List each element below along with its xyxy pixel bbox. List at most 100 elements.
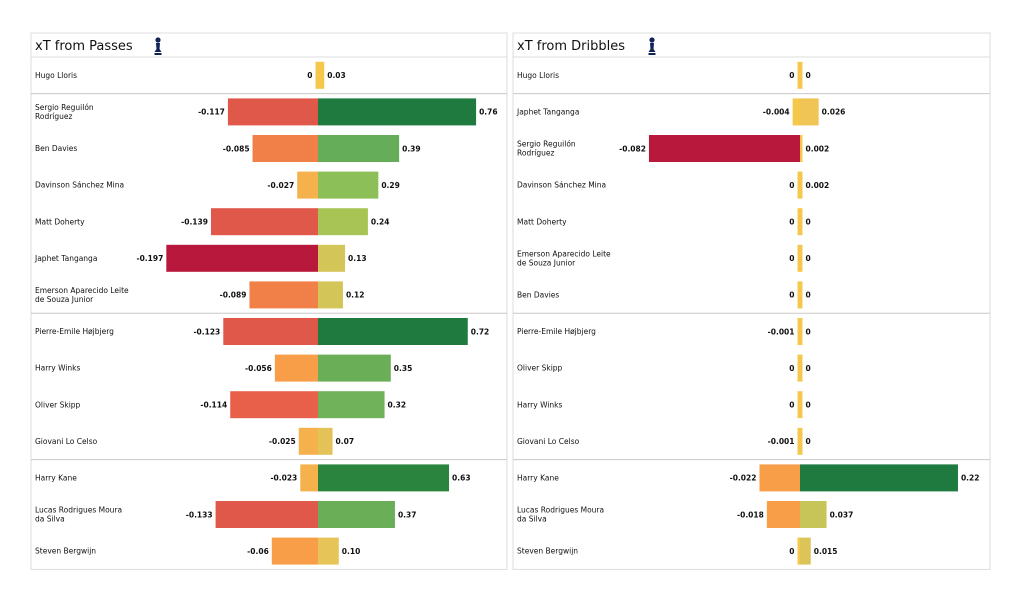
negative-bar (315, 61, 318, 89)
negative-value-label: -0.023 (270, 474, 297, 483)
player-name-line: Steven Bergwijn (35, 547, 96, 556)
negative-value-label: 0 (789, 291, 794, 300)
positive-value-label: 0.37 (398, 510, 417, 519)
crest-cockerel (648, 43, 656, 52)
player-row: Japhet Tanganga -0.197 0.13 (34, 244, 367, 272)
chart-title: xT from Dribbles (517, 39, 625, 54)
player-row: Lucas Rodrigues Moura da Silva -0.018 0.037 (517, 501, 853, 528)
positive-bar (318, 208, 368, 236)
positive-bar (800, 501, 827, 528)
positive-bar (318, 135, 400, 162)
positive-bar (800, 61, 803, 89)
player-name-line: Davinson Sánchez Mina (517, 181, 606, 190)
player-row: Ben Davies 0 0 (517, 281, 811, 309)
negative-value-label: -0.123 (193, 327, 220, 336)
negative-value-label: -0.089 (220, 291, 247, 300)
positive-bar (318, 318, 468, 345)
player-row: Davinson Sánchez Mina -0.027 0.29 (35, 171, 400, 199)
positive-value-label: 0.32 (388, 401, 407, 410)
positive-bar (800, 281, 803, 309)
player-name-line: de Souza Junior (35, 295, 94, 304)
negative-value-label: -0.06 (247, 547, 269, 556)
player-name: Pierre-Emile Højbjerg (517, 327, 596, 336)
negative-value-label: -0.114 (200, 401, 227, 410)
chart-panel-2: xT from Dribbles Hugo Lloris 0 0 Japhet Tang… (512, 32, 991, 570)
positive-bar (800, 171, 803, 199)
player-name-line: da Silva (35, 515, 65, 524)
positive-value-label: 0 (806, 437, 811, 446)
negative-bar (797, 318, 800, 345)
player-row: Steven Bergwijn -0.06 0.10 (35, 537, 360, 565)
player-name-line: Lucas Rodrigues Moura (35, 506, 122, 515)
positive-bar (800, 208, 803, 236)
positive-value-label: 0 (806, 291, 811, 300)
positive-bar (318, 98, 477, 126)
negative-bar (797, 391, 800, 419)
negative-value-label: -0.001 (768, 327, 795, 336)
player-name: Hugo Lloris (35, 71, 77, 80)
positive-bar (318, 244, 346, 272)
positive-bar (318, 391, 385, 419)
negative-value-label: -0.022 (730, 474, 757, 483)
negative-bar (252, 135, 318, 162)
player-name: Lucas Rodrigues Moura da Silva (35, 506, 122, 524)
player-name-line: Rodríguez (517, 149, 555, 158)
positive-bar (800, 537, 811, 565)
player-name-line: Japhet Tanganga (34, 254, 97, 263)
player-row: Davinson Sánchez Mina 0 0.002 (517, 171, 829, 199)
player-name-line: Ben Davies (35, 144, 77, 153)
negative-value-label: 0 (789, 364, 794, 373)
player-name-line: Pierre-Emile Højbjerg (517, 327, 596, 336)
player-name: Emerson Aparecido Leite de Souza Junior (35, 286, 129, 304)
player-row: Sergio Reguilón Rodríguez -0.117 0.76 (35, 98, 498, 126)
player-name: Harry Kane (35, 474, 77, 483)
player-name-line: Oliver Skipp (35, 400, 81, 409)
positive-bar (318, 464, 450, 492)
positive-value-label: 0.76 (479, 108, 498, 117)
crest-ball (649, 37, 655, 43)
player-name: Japhet Tanganga (516, 108, 579, 117)
player-name: Matt Doherty (517, 217, 567, 226)
player-name-line: Harry Winks (35, 364, 81, 373)
negative-value-label: -0.085 (223, 144, 250, 153)
player-name-line: da Silva (517, 515, 547, 524)
negative-bar (797, 537, 800, 565)
positive-bar (800, 98, 819, 126)
negative-bar (797, 281, 800, 309)
player-row: Pierre-Emile Højbjerg -0.123 0.72 (35, 318, 489, 345)
player-row: Steven Bergwijn 0 0.015 (517, 537, 838, 565)
negative-bar (298, 427, 318, 455)
positive-value-label: 0 (806, 71, 811, 80)
negative-value-label: -0.018 (737, 510, 764, 519)
positive-value-label: 0.037 (830, 510, 854, 519)
negative-bar (274, 354, 318, 382)
player-row: Hugo Lloris 0 0 (517, 61, 811, 89)
player-row: Lucas Rodrigues Moura da Silva -0.133 0.37 (35, 501, 416, 528)
player-name-line: Matt Doherty (35, 217, 85, 226)
positive-value-label: 0.72 (471, 327, 490, 336)
tottenham-crest-icon (154, 37, 162, 55)
positive-value-label: 0.026 (822, 108, 846, 117)
negative-bar (797, 171, 800, 199)
player-name-line: Harry Kane (517, 474, 559, 483)
player-name: Davinson Sánchez Mina (35, 181, 124, 190)
negative-bar (797, 244, 800, 272)
player-name-line: Hugo Lloris (35, 71, 77, 80)
negative-value-label: 0 (789, 401, 794, 410)
negative-value-label: 0 (307, 71, 312, 80)
crest-ball (155, 37, 161, 43)
player-name: Steven Bergwijn (35, 547, 96, 556)
player-name: Harry Winks (35, 364, 81, 373)
negative-bar (648, 135, 800, 162)
player-row: Pierre-Emile Højbjerg -0.001 0 (517, 318, 811, 345)
negative-bar (215, 501, 318, 528)
chart-panel-1: xT from Passes Hugo Lloris 0 0.03 Sergio Reg… (30, 32, 508, 570)
negative-bar (300, 464, 318, 492)
player-row: Harry Winks 0 0 (517, 391, 811, 419)
negative-bar (227, 98, 318, 126)
negative-value-label: -0.001 (768, 437, 795, 446)
player-name-line: Matt Doherty (517, 217, 567, 226)
positive-value-label: 0.002 (806, 144, 830, 153)
player-name: Oliver Skipp (517, 364, 563, 373)
